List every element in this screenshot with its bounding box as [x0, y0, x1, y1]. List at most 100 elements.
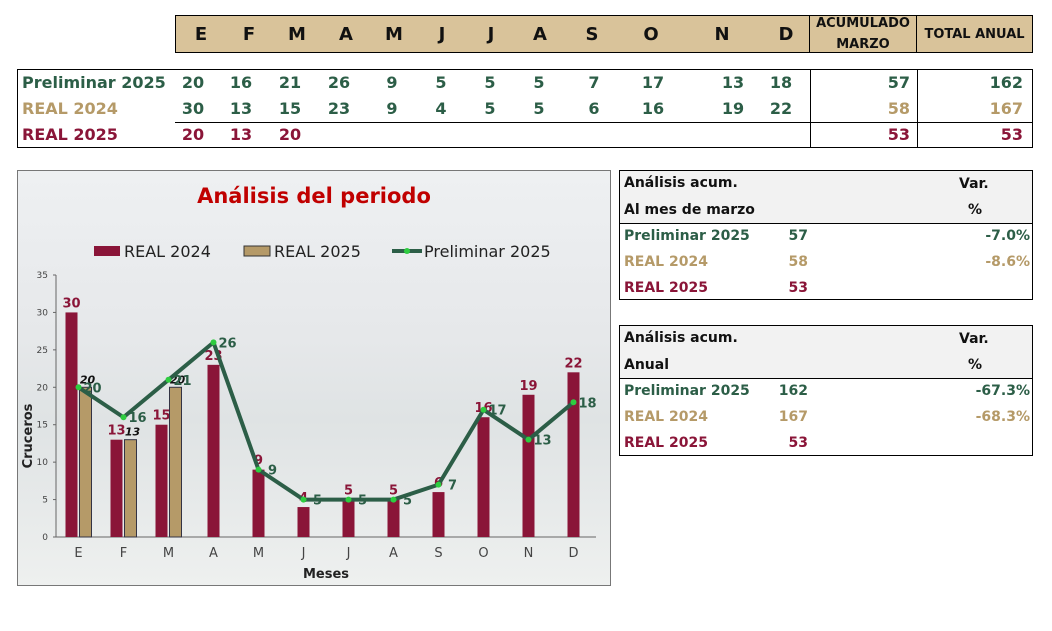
acumulado-cell: 53 — [887, 125, 910, 144]
panel-row-value: 53 — [788, 280, 808, 296]
table-cell: 17 — [641, 73, 665, 92]
total-anual-cell: 162 — [989, 73, 1023, 92]
bar-real-2024 — [110, 439, 123, 537]
point-preliminar-2025 — [165, 376, 172, 383]
data-label-real-2025: 13 — [125, 426, 141, 439]
table-cell: 9 — [386, 99, 398, 118]
marzo-title-2: Al mes de marzo — [624, 202, 755, 218]
data-label-real-2024: 9 — [254, 454, 263, 469]
data-label-preliminar-2025: 5 — [403, 494, 412, 509]
bar-real-2024 — [522, 394, 535, 537]
legend-label-real-2024: REAL 2024 — [124, 242, 211, 261]
total-anual-header: TOTAL ANUAL — [917, 15, 1033, 53]
bar-real-2024 — [252, 469, 265, 537]
table-cell: 16 — [641, 99, 665, 118]
table-cell: 6 — [588, 99, 600, 118]
data-label-preliminar-2025: 17 — [488, 404, 506, 419]
total-anual-cell: 167 — [989, 99, 1023, 118]
x-tick-label: E — [74, 546, 82, 561]
panel-row-value: 53 — [788, 435, 808, 451]
anual-title-2: Anual — [624, 357, 670, 373]
y-tick-label: 25 — [37, 346, 48, 356]
data-label-preliminar-2025: 13 — [533, 434, 551, 449]
data-label-real-2024: 15 — [152, 409, 170, 424]
panel-row-var: -7.0% — [985, 228, 1030, 244]
panel-row-var: -68.3% — [975, 409, 1030, 425]
bar-real-2024 — [207, 364, 220, 537]
data-label-real-2024: 13 — [107, 424, 125, 439]
data-label-real-2024: 22 — [564, 356, 582, 371]
bar-real-2025 — [124, 439, 137, 538]
analysis-anual-panel: Análisis acum. Anual Var. % Preliminar 2… — [619, 325, 1033, 456]
x-tick-label: O — [478, 546, 488, 561]
data-label-preliminar-2025: 7 — [448, 479, 457, 494]
data-label-real-2025: 20 — [80, 373, 96, 386]
table-cell: 7 — [588, 73, 600, 92]
point-preliminar-2025 — [570, 399, 577, 406]
x-tick-label: J — [301, 546, 306, 561]
x-tick-label: F — [120, 546, 127, 561]
point-preliminar-2025 — [525, 436, 532, 443]
table-row: REAL 2024 30 13 15 23 9 4 5 5 6 16 19 22 58 167 — [18, 96, 1032, 122]
panel-row-label: REAL 2024 — [624, 409, 708, 425]
row-label: REAL 2024 — [22, 99, 118, 118]
point-preliminar-2025 — [255, 466, 262, 473]
x-tick-label: M — [163, 546, 174, 561]
point-preliminar-2025 — [75, 384, 82, 391]
table-cell: 22 — [769, 99, 793, 118]
table-cell: 13 — [721, 73, 745, 92]
month-header-7: J — [487, 24, 495, 45]
row-label: Preliminar 2025 — [22, 73, 166, 92]
x-tick-label: A — [389, 546, 398, 561]
total-anual-cell: 53 — [1000, 125, 1023, 144]
bar-real-2025 — [79, 386, 92, 538]
data-label-preliminar-2025: 21 — [173, 374, 191, 389]
table-cell: 18 — [769, 73, 793, 92]
month-header-11: N — [714, 24, 730, 45]
point-preliminar-2025 — [210, 339, 217, 346]
table-cell: 13 — [229, 99, 253, 118]
panel-row-label: Preliminar 2025 — [624, 383, 750, 399]
line-preliminar-2025 — [77, 340, 575, 502]
marzo-pct-label: % — [968, 202, 983, 218]
legend-label-preliminar: Preliminar 2025 — [424, 242, 551, 261]
month-header-1: E — [194, 24, 208, 45]
point-preliminar-2025 — [390, 496, 397, 503]
month-header-2: F — [242, 24, 256, 45]
point-preliminar-2025 — [480, 406, 487, 413]
panel-row-label: Preliminar 2025 — [624, 228, 750, 244]
data-label-preliminar-2025: 16 — [128, 411, 146, 426]
table-cell: 20 — [181, 73, 205, 92]
bar-real-2024 — [432, 492, 445, 537]
table-cell: 15 — [278, 99, 302, 118]
x-axis-label: Meses — [303, 567, 349, 582]
row-label: REAL 2025 — [22, 125, 118, 144]
data-label-preliminar-2025: 9 — [268, 464, 277, 479]
month-header-3: M — [288, 24, 306, 45]
bar-real-2024 — [65, 312, 78, 537]
y-tick-label: 35 — [37, 271, 48, 281]
x-tick-label: M — [253, 546, 264, 561]
table-cell: 9 — [386, 73, 398, 92]
table-cell: 21 — [278, 73, 302, 92]
data-label-real-2024: 19 — [519, 379, 537, 394]
y-tick-label: 15 — [37, 421, 48, 431]
table-cell: 26 — [327, 73, 351, 92]
x-tick-label: S — [434, 546, 442, 561]
table-cell: 5 — [435, 73, 447, 92]
table-cell: 23 — [327, 99, 351, 118]
legend-marker-preliminar — [404, 248, 410, 254]
table-cell: 19 — [721, 99, 745, 118]
table-cell: 4 — [435, 99, 447, 118]
x-tick-label: J — [346, 546, 351, 561]
legend-swatch-real-2025 — [243, 245, 271, 257]
panel-row-var: -67.3% — [975, 383, 1030, 399]
table-cell: 20 — [181, 125, 205, 144]
point-preliminar-2025 — [120, 414, 127, 421]
marzo-var-label: Var. — [959, 176, 989, 192]
data-label-preliminar-2025: 20 — [83, 381, 101, 396]
data-label-preliminar-2025: 5 — [313, 494, 322, 509]
bar-real-2024 — [297, 507, 310, 537]
x-tick-label: A — [209, 546, 218, 561]
